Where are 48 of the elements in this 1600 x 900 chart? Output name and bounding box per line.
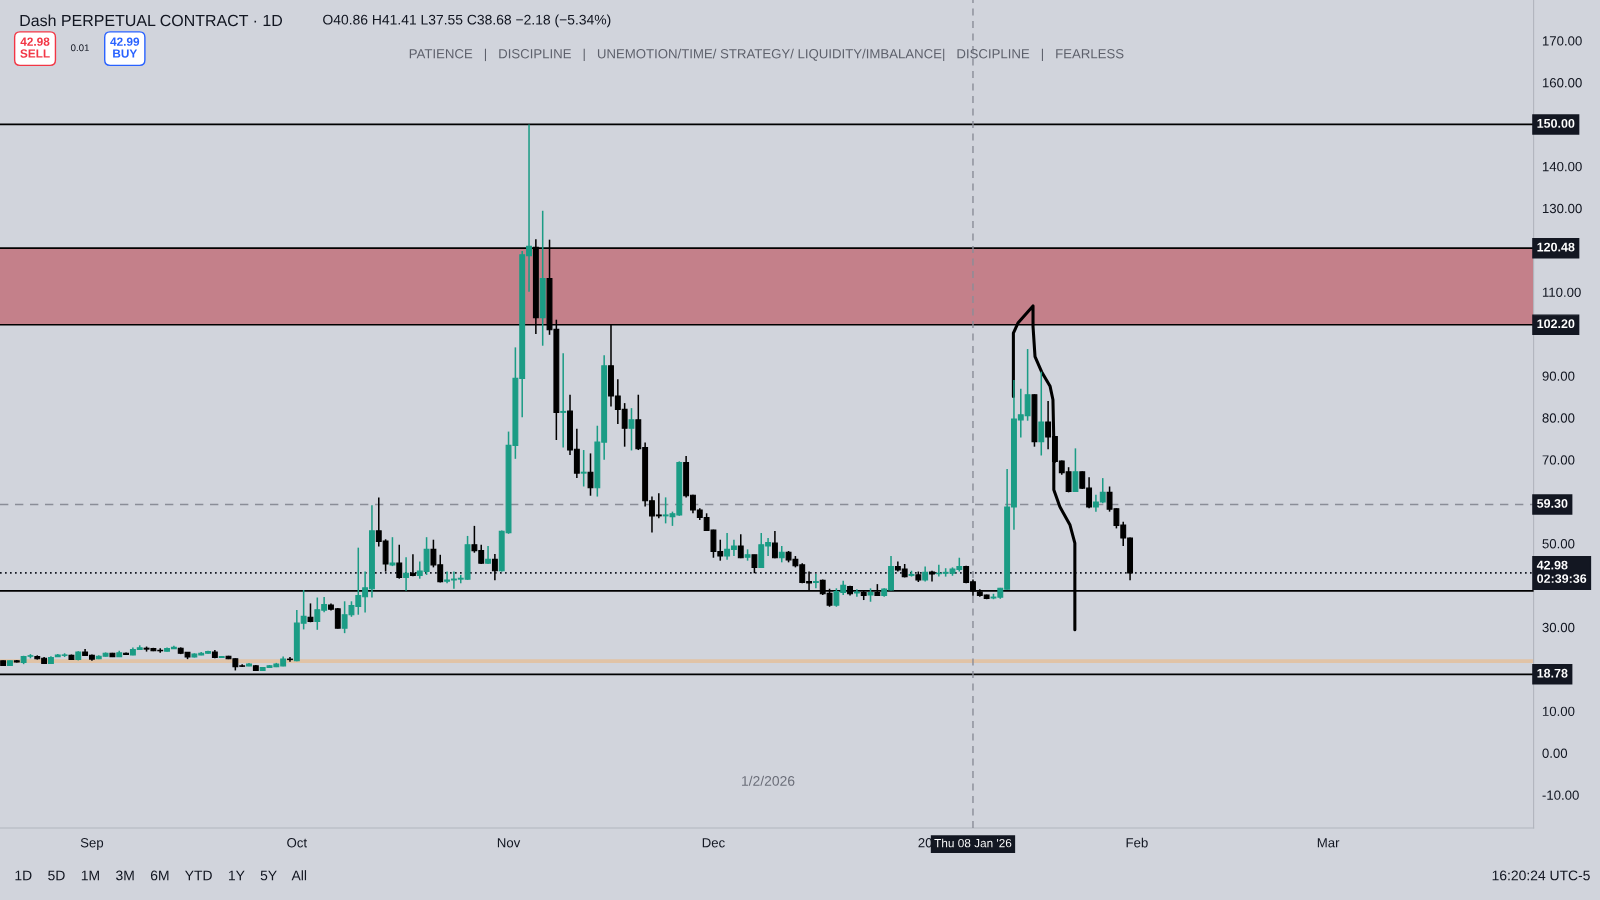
text: 16:20:24 UTC-5 [1492,870,1590,881]
x-tick-label: Dec [702,838,725,848]
candlestick [1072,447,1079,493]
y-tick-label: 70.00 [1542,455,1575,465]
text: PATIENCE | DISCIPLINE | UNEMOTION/TIME/ STRATEGY/ LIQUIDITY/IMBALANCE| DISCIPLINE | FEARLESS [409,48,1124,62]
x-tick-label: Oct [287,838,307,848]
annotation: 42.98 SELL [20,37,50,58]
y-tick-label: 160.00 [1542,78,1582,88]
text: 1D 5D 1M 3M 6M YTD 1Y 5Y All [15,870,307,881]
y-tick-label: -10.00 [1542,790,1579,800]
ref-line-label: Thu 08 Jan '26 [934,838,1012,848]
ref-line-label: 42.98 02:39:36 [1536,560,1587,583]
y-tick-label: 110.00 [1542,287,1581,297]
annotation: 1/2/2026 [742,775,795,786]
x-tick-label: Mar [1317,838,1340,848]
candlestick [751,554,758,574]
candlestick [771,530,778,559]
y-tick-label: 30.00 [1542,622,1575,633]
ref-line-label: 150.00 [1537,118,1575,128]
y-tick-label: 50.00 [1542,539,1575,549]
candlestick [628,407,635,452]
y-tick-label: 170.00 [1542,36,1582,46]
candlestick [491,553,498,582]
candlestick [1038,370,1045,457]
annotation: 0.01 [70,44,89,52]
y-tick-label: 0.00 [1542,748,1568,758]
ref-line-label: 120.48 [1537,242,1575,252]
ref-line-label: 18.78 [1537,668,1568,678]
annotation: O40.86 H41.41 L37.55 C38.68 −2.18 (−5.34%) [323,14,611,28]
ref-line-label: 102.20 [1537,319,1575,329]
text: Dash PERPETUAL CONTRACT · 1D [20,14,283,27]
candlestick [587,452,594,497]
annotation: 42.99 BUY [110,37,140,58]
y-tick-label: 140.00 [1542,161,1582,172]
candlestick [389,536,396,567]
candlestick [812,573,819,590]
y-tick-label: 80.00 [1542,413,1575,423]
x-tick-label: Nov [497,838,521,848]
x-tick-label: Feb [1126,837,1148,848]
y-tick-label: 10.00 [1542,706,1575,716]
y-tick-label: 90.00 [1542,371,1575,381]
x-tick-label: Sep [80,838,104,851]
ref-line-label: 59.30 [1537,499,1568,508]
candlestick [560,352,567,449]
candlestick [396,543,403,580]
candlestick [403,556,410,592]
candlestick [580,449,587,488]
y-tick-label: 130.00 [1542,203,1582,214]
